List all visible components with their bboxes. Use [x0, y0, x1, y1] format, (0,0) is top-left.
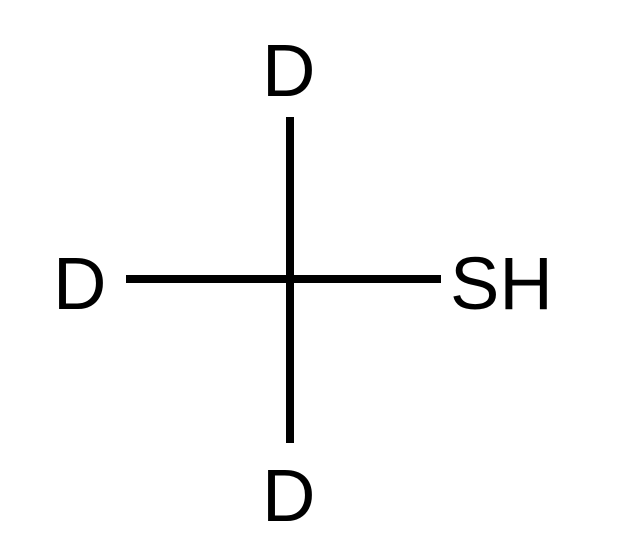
atom-label-SH_right: SH — [450, 241, 553, 326]
atom-label-D_left: D — [53, 241, 106, 326]
atom-label-D_bottom: D — [262, 453, 315, 538]
atom-label-D_top: D — [262, 28, 315, 113]
diagram-canvas: D D D SH — [0, 0, 640, 559]
